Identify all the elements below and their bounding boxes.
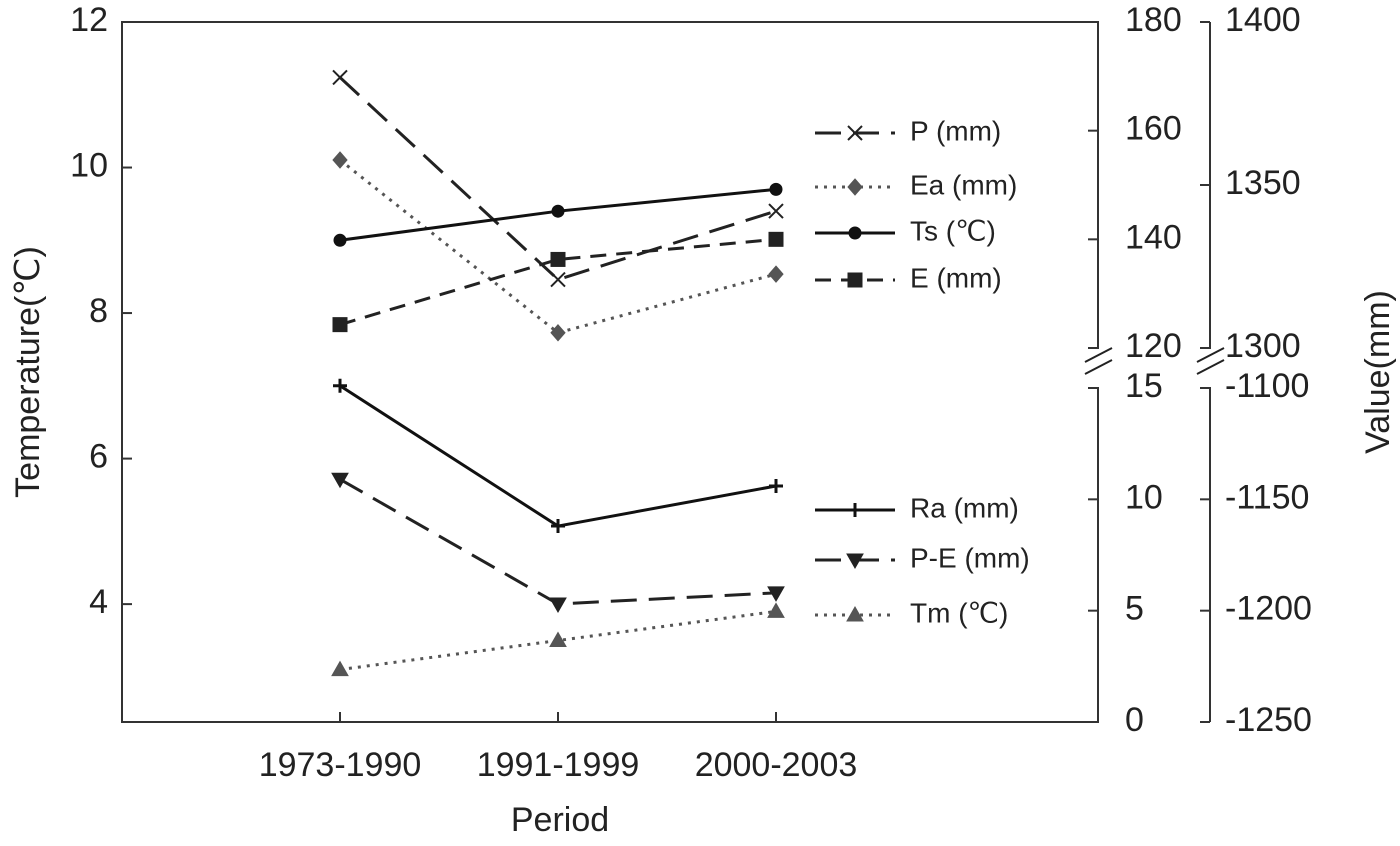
series-line bbox=[339, 384, 777, 528]
marker bbox=[848, 503, 862, 517]
marker bbox=[769, 478, 783, 493]
series-line bbox=[339, 158, 777, 335]
y2-tick-label: 10 bbox=[1125, 478, 1163, 516]
marker bbox=[846, 553, 864, 570]
legend-label: Ts (℃) bbox=[910, 215, 996, 246]
y-tick-label: 8 bbox=[89, 292, 108, 330]
y3-tick-label: -1250 bbox=[1225, 701, 1312, 739]
y3-tick-label: -1200 bbox=[1225, 590, 1312, 628]
legend-label: Ra (mm) bbox=[910, 492, 1019, 523]
marker bbox=[331, 472, 349, 489]
marker bbox=[768, 265, 784, 283]
legend-label: Ea (mm) bbox=[910, 169, 1017, 200]
marker bbox=[769, 182, 783, 196]
marker bbox=[848, 226, 862, 240]
marker bbox=[551, 519, 565, 534]
legend-label: P (mm) bbox=[910, 115, 1001, 146]
axis-break bbox=[1084, 347, 1225, 375]
marker bbox=[551, 204, 565, 218]
legend-label: E (mm) bbox=[910, 262, 1002, 293]
y-tick-label: 12 bbox=[70, 1, 108, 39]
y2-tick-label: 140 bbox=[1125, 218, 1182, 256]
y2-tick-label: 160 bbox=[1125, 110, 1182, 148]
axis-break-gap bbox=[1085, 349, 1225, 387]
marker bbox=[549, 597, 567, 613]
marker bbox=[550, 271, 566, 288]
series-line bbox=[339, 609, 777, 672]
y3-tick-label: -1150 bbox=[1225, 478, 1309, 516]
marker bbox=[331, 660, 349, 677]
marker bbox=[767, 586, 785, 602]
marker bbox=[767, 602, 785, 618]
marker bbox=[847, 272, 863, 288]
x-tick-label: 1991-1999 bbox=[477, 746, 640, 784]
marker bbox=[332, 69, 348, 86]
marker bbox=[847, 178, 863, 196]
marker bbox=[332, 151, 348, 169]
legend-label: Tm (℃) bbox=[910, 597, 1008, 628]
y2-tick-label: 120 bbox=[1125, 327, 1182, 365]
marker bbox=[550, 324, 566, 342]
y-tick-label: 4 bbox=[89, 583, 108, 621]
y3-tick-label: 1300 bbox=[1225, 327, 1301, 365]
marker bbox=[768, 231, 784, 247]
y3-tick-label: 1400 bbox=[1225, 1, 1301, 39]
marker bbox=[846, 605, 864, 622]
series-line bbox=[339, 237, 777, 327]
y2-tick-label: 15 bbox=[1125, 367, 1163, 405]
y3-tick-label: 1350 bbox=[1225, 164, 1301, 202]
marker bbox=[549, 631, 567, 648]
y2-tick-label: 5 bbox=[1125, 590, 1144, 628]
y2-tick-label: 0 bbox=[1125, 701, 1144, 739]
marker bbox=[847, 125, 863, 141]
x-tick-label: 1973-1990 bbox=[259, 746, 422, 784]
legend-label: P-E (mm) bbox=[910, 542, 1030, 573]
series-line bbox=[338, 76, 777, 282]
y-tick-label: 6 bbox=[89, 438, 108, 476]
y3-tick-label: -1100 bbox=[1225, 367, 1309, 405]
marker bbox=[550, 251, 566, 267]
x-axis-label: Period bbox=[511, 801, 609, 839]
y-tick-label: 10 bbox=[70, 147, 108, 185]
y2-axis-label: Value(mm) bbox=[1359, 290, 1397, 454]
marker bbox=[768, 203, 784, 219]
x-tick-label: 2000-2003 bbox=[695, 746, 858, 784]
marker bbox=[333, 233, 347, 247]
y-axis-label: Temperature(℃) bbox=[9, 246, 47, 498]
marker bbox=[332, 317, 348, 333]
y2-tick-label: 180 bbox=[1125, 1, 1182, 39]
marker bbox=[333, 378, 347, 393]
